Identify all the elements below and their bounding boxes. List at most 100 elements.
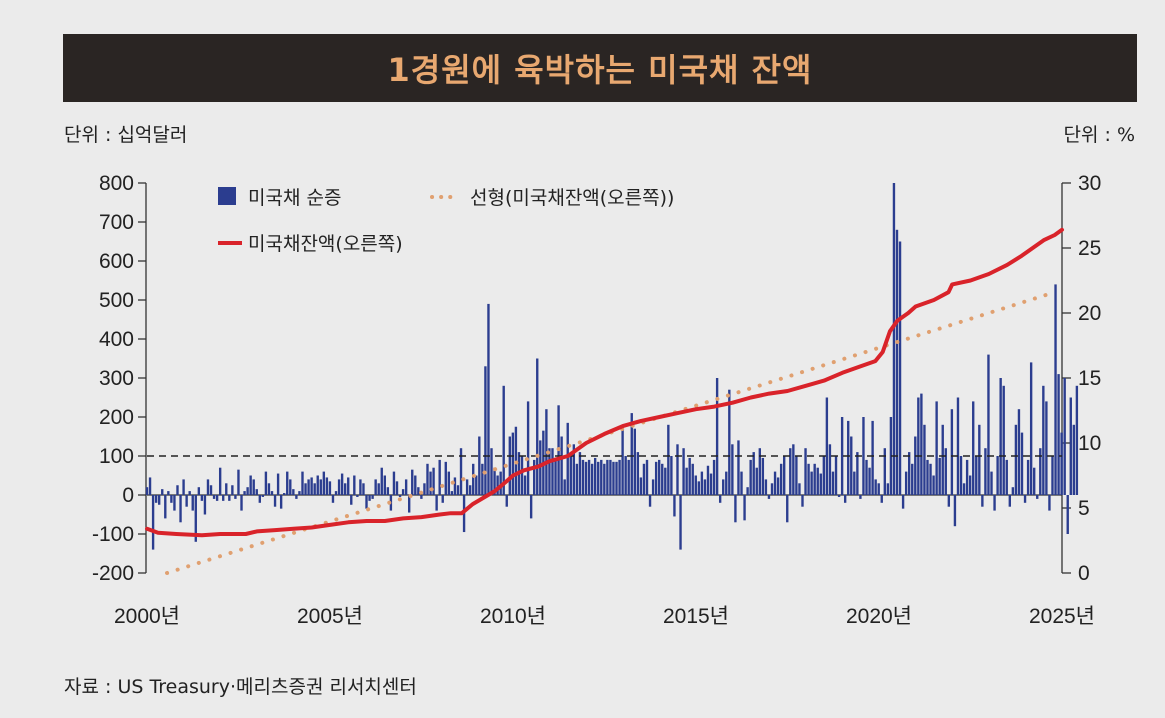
bar bbox=[408, 495, 411, 513]
bar bbox=[441, 495, 444, 503]
bar bbox=[712, 459, 716, 495]
bar bbox=[1060, 432, 1063, 495]
bar bbox=[511, 432, 515, 495]
bar bbox=[904, 471, 908, 495]
bar bbox=[310, 477, 313, 495]
bar bbox=[673, 495, 676, 517]
bar bbox=[423, 483, 426, 495]
bar bbox=[624, 456, 627, 495]
bar bbox=[819, 473, 822, 495]
bar bbox=[798, 483, 801, 495]
bar bbox=[444, 461, 447, 495]
legend-bar-label: 미국채 순증 bbox=[248, 187, 341, 209]
bar bbox=[770, 483, 774, 495]
bar bbox=[392, 471, 396, 495]
bar bbox=[874, 479, 877, 495]
bar bbox=[609, 459, 612, 495]
right-tick-label: 25 bbox=[1078, 237, 1101, 260]
left-tick-label: 600 bbox=[99, 250, 134, 273]
bar bbox=[350, 495, 353, 505]
bar bbox=[566, 422, 569, 495]
bar bbox=[365, 495, 368, 509]
x-tick-label: 2010년 bbox=[480, 605, 546, 628]
bar bbox=[533, 459, 536, 495]
bar bbox=[1069, 397, 1072, 495]
bar bbox=[740, 471, 743, 495]
bar bbox=[606, 459, 609, 495]
bar bbox=[279, 495, 283, 509]
bar bbox=[813, 463, 816, 495]
bar bbox=[472, 463, 475, 495]
chart-title: 1경원에 육박하는 미국채 잔액 bbox=[387, 51, 813, 89]
bar bbox=[1020, 432, 1024, 495]
bar bbox=[560, 436, 563, 495]
bar bbox=[283, 493, 286, 495]
bar bbox=[322, 471, 326, 495]
left-tick-label: 700 bbox=[99, 211, 134, 234]
bar bbox=[572, 444, 576, 495]
bar bbox=[319, 479, 322, 495]
bar bbox=[398, 495, 402, 497]
bar bbox=[1002, 385, 1005, 495]
bar bbox=[447, 471, 451, 495]
bar bbox=[636, 452, 640, 495]
bar bbox=[343, 483, 347, 495]
bar bbox=[554, 457, 557, 495]
right-axis-unit: 단위 : % bbox=[1063, 124, 1136, 146]
bar bbox=[1042, 385, 1045, 495]
bar bbox=[767, 495, 771, 499]
bar bbox=[240, 495, 243, 511]
bar bbox=[917, 397, 920, 495]
bar bbox=[529, 495, 533, 519]
bar bbox=[362, 483, 365, 495]
bar bbox=[956, 397, 960, 495]
bar bbox=[490, 448, 493, 495]
bar bbox=[1008, 495, 1011, 507]
bar bbox=[749, 459, 752, 495]
bar bbox=[215, 495, 219, 501]
bar bbox=[758, 448, 761, 495]
bar bbox=[258, 495, 261, 503]
bar bbox=[752, 452, 755, 495]
bar bbox=[191, 495, 194, 511]
bar bbox=[816, 467, 819, 495]
bar bbox=[725, 471, 728, 495]
bar bbox=[249, 475, 252, 495]
bar bbox=[316, 475, 319, 495]
bar bbox=[1054, 284, 1057, 495]
bar bbox=[776, 477, 780, 495]
bar bbox=[234, 495, 237, 499]
bar bbox=[892, 183, 896, 495]
bar bbox=[871, 420, 874, 495]
bar bbox=[773, 471, 777, 495]
bar bbox=[209, 485, 213, 495]
bar bbox=[340, 473, 344, 495]
bar bbox=[1045, 401, 1048, 495]
bar bbox=[578, 452, 582, 495]
bar bbox=[188, 491, 191, 495]
bar bbox=[700, 471, 704, 495]
bar bbox=[941, 424, 944, 495]
bar bbox=[868, 467, 871, 495]
bar bbox=[999, 378, 1002, 495]
bar bbox=[792, 444, 795, 495]
bar bbox=[898, 241, 902, 495]
bar bbox=[145, 487, 149, 495]
bar bbox=[380, 467, 383, 495]
bar bbox=[825, 397, 829, 495]
bar bbox=[386, 487, 390, 495]
bar bbox=[453, 477, 457, 495]
bar bbox=[938, 457, 941, 495]
bar bbox=[786, 495, 789, 523]
legend-bar-swatch bbox=[218, 187, 236, 205]
bar bbox=[1036, 495, 1039, 499]
bar bbox=[505, 495, 508, 507]
bar bbox=[993, 495, 996, 511]
bar bbox=[261, 495, 265, 497]
bar bbox=[493, 467, 496, 495]
bar bbox=[755, 467, 758, 495]
bar bbox=[840, 417, 844, 495]
left-tick-label: 100 bbox=[99, 445, 134, 468]
bar bbox=[968, 475, 972, 495]
bar bbox=[837, 495, 841, 497]
